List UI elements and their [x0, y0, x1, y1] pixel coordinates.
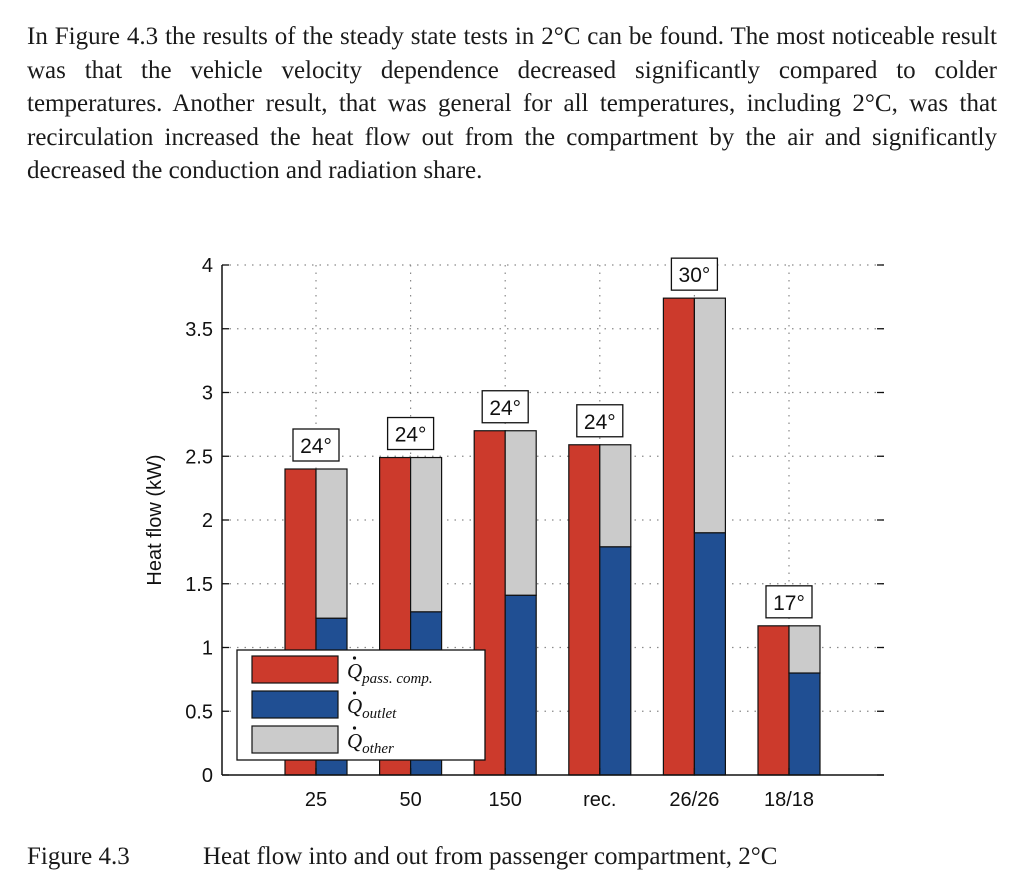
- x-tick-label: 150: [489, 789, 522, 811]
- bar-pass-comp: [662, 297, 696, 776]
- caption-figure-number: Figure 4.3: [27, 843, 130, 870]
- temperature-annotations: 24° 24° 24° 24° 30° 17°: [292, 257, 813, 619]
- y-tick-label: 3: [202, 383, 213, 405]
- legend-dot: [352, 691, 357, 695]
- body-paragraph: In Figure 4.3 the results of the steady …: [27, 23, 997, 185]
- bar-other: [410, 456, 443, 613]
- x-tick-label: 26/26: [669, 789, 719, 811]
- annotation-box: [292, 428, 340, 462]
- legend-dot: [352, 656, 357, 660]
- annotation-box: [386, 416, 435, 451]
- legend-label: Qpass. comp.: [347, 659, 433, 687]
- annotation-label: 24°: [584, 411, 616, 434]
- bar-outlet: [693, 532, 727, 776]
- annotation-label: 24°: [489, 397, 521, 420]
- x-tick-label: 18/18: [764, 789, 814, 811]
- x-tick-label: 50: [399, 789, 421, 811]
- annotation-box: [765, 585, 813, 619]
- annotation-box: [481, 390, 529, 424]
- legend-swatch: [251, 655, 339, 684]
- x-tick-label: 25: [305, 789, 327, 811]
- y-tick-label: 2: [202, 510, 213, 532]
- legend-swatch: [251, 725, 339, 754]
- x-tick-label: rec.: [583, 789, 616, 811]
- y-tick-label: 3.5: [185, 319, 213, 341]
- bar-other: [315, 468, 348, 619]
- y-tick-label: 4: [202, 255, 213, 277]
- axes: 0 0.5 1 1.5 2 2.5 3 3.5 4 25 50 150 rec. 26/26 18/18 He…: [144, 255, 884, 811]
- annotation-label: 24°: [395, 424, 427, 447]
- figure-caption: Figure 4.3 Heat flow into and out from pa…: [27, 843, 777, 871]
- bar-pass-comp: [568, 444, 601, 776]
- annotation-label: 30°: [679, 264, 711, 287]
- bar-outlet: [788, 672, 821, 776]
- annotation-box: [576, 404, 624, 438]
- legend-label: Qoutlet: [347, 694, 397, 722]
- legend-dot: [352, 726, 357, 730]
- bar-other: [693, 297, 727, 534]
- bar-outlet: [599, 546, 632, 776]
- bar-other: [504, 430, 537, 596]
- bar-other: [599, 444, 632, 548]
- y-tick-label: 1: [202, 638, 213, 660]
- heat-flow-chart: 0 0.5 1 1.5 2 2.5 3 3.5 4 25 50 150 rec. 26/26 18/18 He…: [144, 255, 884, 811]
- y-tick-label: 0: [202, 765, 213, 787]
- annotation-label: 24°: [300, 435, 332, 458]
- y-tick-label: 0.5: [185, 701, 213, 723]
- y-tick-label: 2.5: [185, 446, 213, 468]
- legend-swatch: [251, 690, 339, 719]
- legend: Qpass. comp. Qoutlet Qother: [236, 649, 486, 761]
- annotation-label: 17°: [773, 592, 805, 615]
- caption-text: Heat flow into and out from passenger co…: [203, 843, 778, 870]
- bar-pass-comp: [757, 625, 790, 776]
- bar-outlet: [504, 594, 537, 776]
- y-tick-label: 1.5: [185, 574, 213, 596]
- annotation-box: [670, 257, 719, 291]
- y-axis-label: Heat flow (kW): [144, 454, 166, 585]
- legend-label: Qother: [347, 729, 394, 757]
- bar-other: [788, 625, 821, 674]
